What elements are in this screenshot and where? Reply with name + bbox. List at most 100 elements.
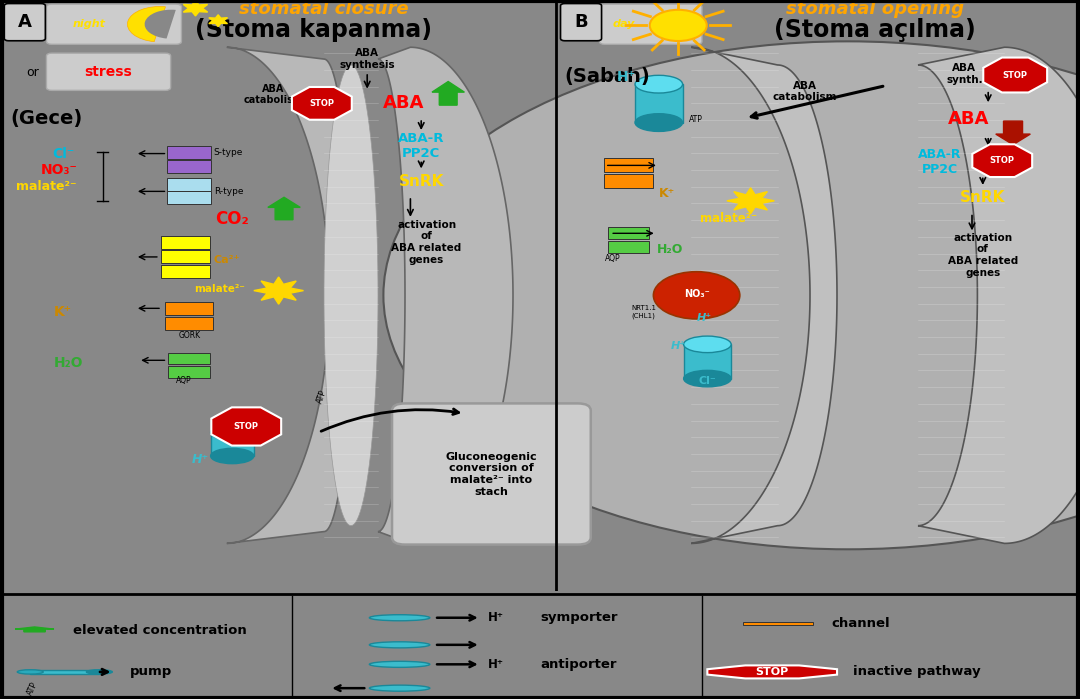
Polygon shape [378, 48, 513, 543]
Bar [635, 84, 683, 122]
Text: K⁺: K⁺ [659, 187, 675, 200]
Bar [162, 265, 210, 278]
Wedge shape [145, 10, 176, 38]
Text: STOP: STOP [756, 667, 788, 677]
Polygon shape [707, 665, 837, 679]
Text: ABA
catabolism: ABA catabolism [243, 84, 303, 106]
Polygon shape [15, 627, 54, 632]
Text: ABA
synth.: ABA synth. [946, 63, 983, 85]
Text: night: night [73, 19, 106, 29]
Text: A: A [18, 13, 31, 31]
Polygon shape [254, 277, 303, 304]
Bar [164, 317, 214, 331]
Bar [608, 227, 649, 239]
Text: or: or [26, 66, 39, 78]
Text: STOP: STOP [233, 422, 259, 431]
Text: malate²⁻: malate²⁻ [700, 212, 757, 225]
Text: STOP: STOP [989, 156, 1015, 165]
Text: ABA
synthesis: ABA synthesis [339, 48, 395, 70]
Bar [167, 146, 211, 159]
Text: H⁺: H⁺ [488, 658, 504, 671]
Bar [167, 178, 211, 191]
Polygon shape [918, 48, 1080, 543]
Polygon shape [208, 15, 228, 27]
Bar [605, 173, 652, 188]
Circle shape [369, 614, 430, 621]
Bar [167, 160, 211, 173]
Text: ATP: ATP [26, 680, 39, 696]
Polygon shape [184, 1, 207, 16]
Text: (Stoma açılma): (Stoma açılma) [774, 17, 975, 41]
Text: antiporter: antiporter [540, 658, 617, 671]
Polygon shape [691, 48, 837, 543]
Text: (Sabah): (Sabah) [565, 67, 650, 86]
Text: (Stoma kapanma): (Stoma kapanma) [194, 17, 432, 41]
Polygon shape [324, 65, 378, 526]
Text: B: B [575, 13, 588, 31]
Ellipse shape [684, 370, 731, 387]
Text: elevated concentration: elevated concentration [73, 624, 247, 637]
Text: K⁺: K⁺ [54, 305, 72, 319]
Text: H₂O: H₂O [657, 243, 683, 256]
FancyBboxPatch shape [561, 3, 602, 41]
Text: inactive pathway: inactive pathway [853, 665, 981, 679]
FancyBboxPatch shape [599, 4, 702, 44]
Polygon shape [983, 57, 1048, 92]
Bar [211, 433, 254, 456]
Polygon shape [212, 408, 281, 445]
Text: NO₃⁻: NO₃⁻ [684, 289, 710, 298]
Text: SnRK: SnRK [960, 190, 1005, 206]
Text: CO₂: CO₂ [215, 210, 249, 228]
Polygon shape [268, 197, 300, 219]
FancyBboxPatch shape [46, 53, 171, 90]
Bar [684, 345, 731, 379]
Text: stomatal opening: stomatal opening [786, 0, 963, 18]
Text: GORK: GORK [178, 331, 200, 340]
Ellipse shape [635, 75, 683, 93]
Bar [743, 621, 812, 625]
Ellipse shape [211, 425, 254, 440]
Text: Gluconeogenic
conversion of
malate²⁻ into
stach: Gluconeogenic conversion of malate²⁻ int… [446, 452, 537, 497]
Text: H⁺: H⁺ [488, 611, 504, 624]
Bar [164, 301, 214, 315]
Polygon shape [996, 121, 1030, 145]
Polygon shape [292, 87, 352, 120]
Bar [168, 352, 210, 364]
Text: ABA: ABA [383, 94, 424, 113]
Text: S-type: S-type [214, 148, 243, 157]
Text: STOP: STOP [309, 99, 335, 108]
Bar [608, 241, 649, 253]
Bar [605, 158, 652, 173]
Bar [162, 250, 210, 264]
Text: channel: channel [832, 617, 890, 630]
Text: H⁺: H⁺ [697, 312, 712, 323]
Text: stomatal closure: stomatal closure [239, 0, 409, 18]
Polygon shape [227, 48, 351, 543]
Text: H⁺: H⁺ [617, 70, 636, 84]
Text: AQP: AQP [176, 377, 191, 385]
Text: Ca²⁺: Ca²⁺ [214, 255, 240, 265]
Text: malate²⁻: malate²⁻ [194, 284, 245, 294]
Polygon shape [972, 144, 1032, 177]
Text: activation
of
ABA related
genes: activation of ABA related genes [391, 219, 462, 264]
Ellipse shape [17, 670, 43, 674]
Ellipse shape [684, 336, 731, 352]
Bar [168, 366, 210, 378]
Ellipse shape [635, 114, 683, 131]
Circle shape [369, 642, 430, 648]
Circle shape [650, 10, 706, 41]
Text: ATP: ATP [689, 115, 703, 124]
Text: ABA-R
PP2C: ABA-R PP2C [397, 133, 445, 161]
Text: day: day [613, 19, 635, 29]
Circle shape [383, 41, 1080, 549]
Text: ABA: ABA [948, 110, 989, 129]
Text: (Gece): (Gece) [11, 108, 83, 128]
Text: activation
of
ABA related
genes: activation of ABA related genes [947, 233, 1018, 278]
Text: stress: stress [84, 65, 132, 79]
Bar [167, 192, 211, 204]
Circle shape [653, 272, 740, 319]
Text: Cl⁻: Cl⁻ [52, 147, 75, 161]
FancyBboxPatch shape [392, 403, 591, 545]
Text: H₂O: H₂O [54, 356, 83, 370]
Text: ABA-R
PP2C: ABA-R PP2C [918, 148, 961, 176]
